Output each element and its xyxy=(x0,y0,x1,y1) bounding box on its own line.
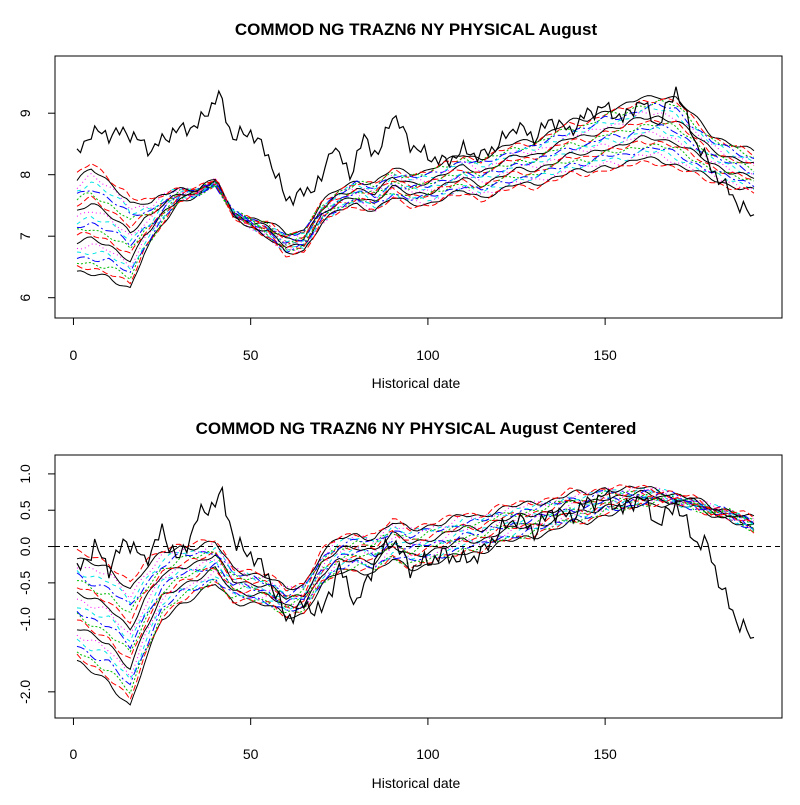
y-tick-label: -0.5 xyxy=(17,571,33,595)
forward-curve-line xyxy=(76,131,755,246)
forward-curve-line xyxy=(77,490,755,613)
forward-curve-line xyxy=(76,115,755,263)
x-tick-label: 50 xyxy=(243,746,259,762)
chart-title: COMMOD NG TRAZN6 NY PHYSICAL August xyxy=(235,20,598,39)
y-tick-label: -1.0 xyxy=(17,607,33,631)
forward-curve-line xyxy=(76,149,755,252)
forward-curve-line xyxy=(76,156,755,255)
plot-frame xyxy=(54,55,783,319)
forward-curve-line xyxy=(76,111,755,269)
forward-curve-line xyxy=(76,160,755,258)
forward-curve-line xyxy=(76,497,755,659)
y-tick-label: 6 xyxy=(17,294,33,302)
forward-curve-line xyxy=(76,489,755,631)
y-tick-label: 8 xyxy=(17,171,33,179)
series-group xyxy=(55,484,782,706)
series-group xyxy=(76,86,755,289)
y-tick-label: 7 xyxy=(17,232,33,240)
panel-bottom: COMMOD NG TRAZN6 NY PHYSICAL August Cent… xyxy=(17,419,783,791)
y-tick-label: 9 xyxy=(17,109,33,117)
forward-curve-line xyxy=(76,99,755,280)
x-tick-label: 150 xyxy=(593,347,617,363)
spot-price-line xyxy=(76,86,755,217)
forward-curve-line xyxy=(76,490,755,635)
forward-curve-line xyxy=(76,107,755,270)
plot-frame xyxy=(54,454,783,719)
forward-curve-line xyxy=(76,500,755,701)
x-tick-label: 50 xyxy=(243,347,259,363)
y-tick-label: -2.0 xyxy=(17,680,33,704)
x-tick-label: 0 xyxy=(70,347,78,363)
forward-curve-line xyxy=(76,124,755,248)
forward-curve-line xyxy=(76,140,755,250)
forward-curve-line xyxy=(76,494,755,653)
forward-curve-line xyxy=(76,492,755,650)
x-tick-label: 100 xyxy=(416,347,440,363)
forward-curve-line xyxy=(76,496,755,681)
forward-curve-line xyxy=(76,491,755,643)
x-tick-label: 100 xyxy=(416,746,440,762)
y-tick-label: 0.0 xyxy=(17,537,33,557)
forward-curve-line xyxy=(76,487,755,604)
forward-curve-line xyxy=(76,496,755,671)
y-tick-label: 0.5 xyxy=(17,500,33,520)
forward-curve-line xyxy=(76,497,755,686)
panel-top: COMMOD NG TRAZN6 NY PHYSICAL August Hist… xyxy=(17,20,783,391)
forward-curve-line xyxy=(76,496,755,679)
forward-curve-line xyxy=(76,127,755,244)
forward-curve-line xyxy=(76,135,755,249)
y-tick-label: 1.0 xyxy=(17,464,33,484)
x-axis-label: Historical date xyxy=(372,375,461,391)
forward-curve-line xyxy=(76,502,755,706)
forward-curve-line xyxy=(76,485,755,591)
forward-curve-line xyxy=(76,122,755,250)
forward-curve-line xyxy=(76,484,755,592)
forward-curve-line xyxy=(76,95,755,289)
spot-price-line xyxy=(76,485,755,639)
x-tick-label: 150 xyxy=(593,746,617,762)
axes: 0 50 100 150 6 7 8 9 xyxy=(17,109,617,363)
forward-curve-line xyxy=(76,489,755,606)
axes: 0 50 100 150 -2.0 -1.0 -0.5 0.0 0.5 1.0 xyxy=(17,464,617,762)
x-axis-label: Historical date xyxy=(372,775,461,791)
x-tick-label: 0 xyxy=(70,746,78,762)
forward-curve-line xyxy=(76,97,755,285)
chart-title: COMMOD NG TRAZN6 NY PHYSICAL August Cent… xyxy=(196,419,637,438)
